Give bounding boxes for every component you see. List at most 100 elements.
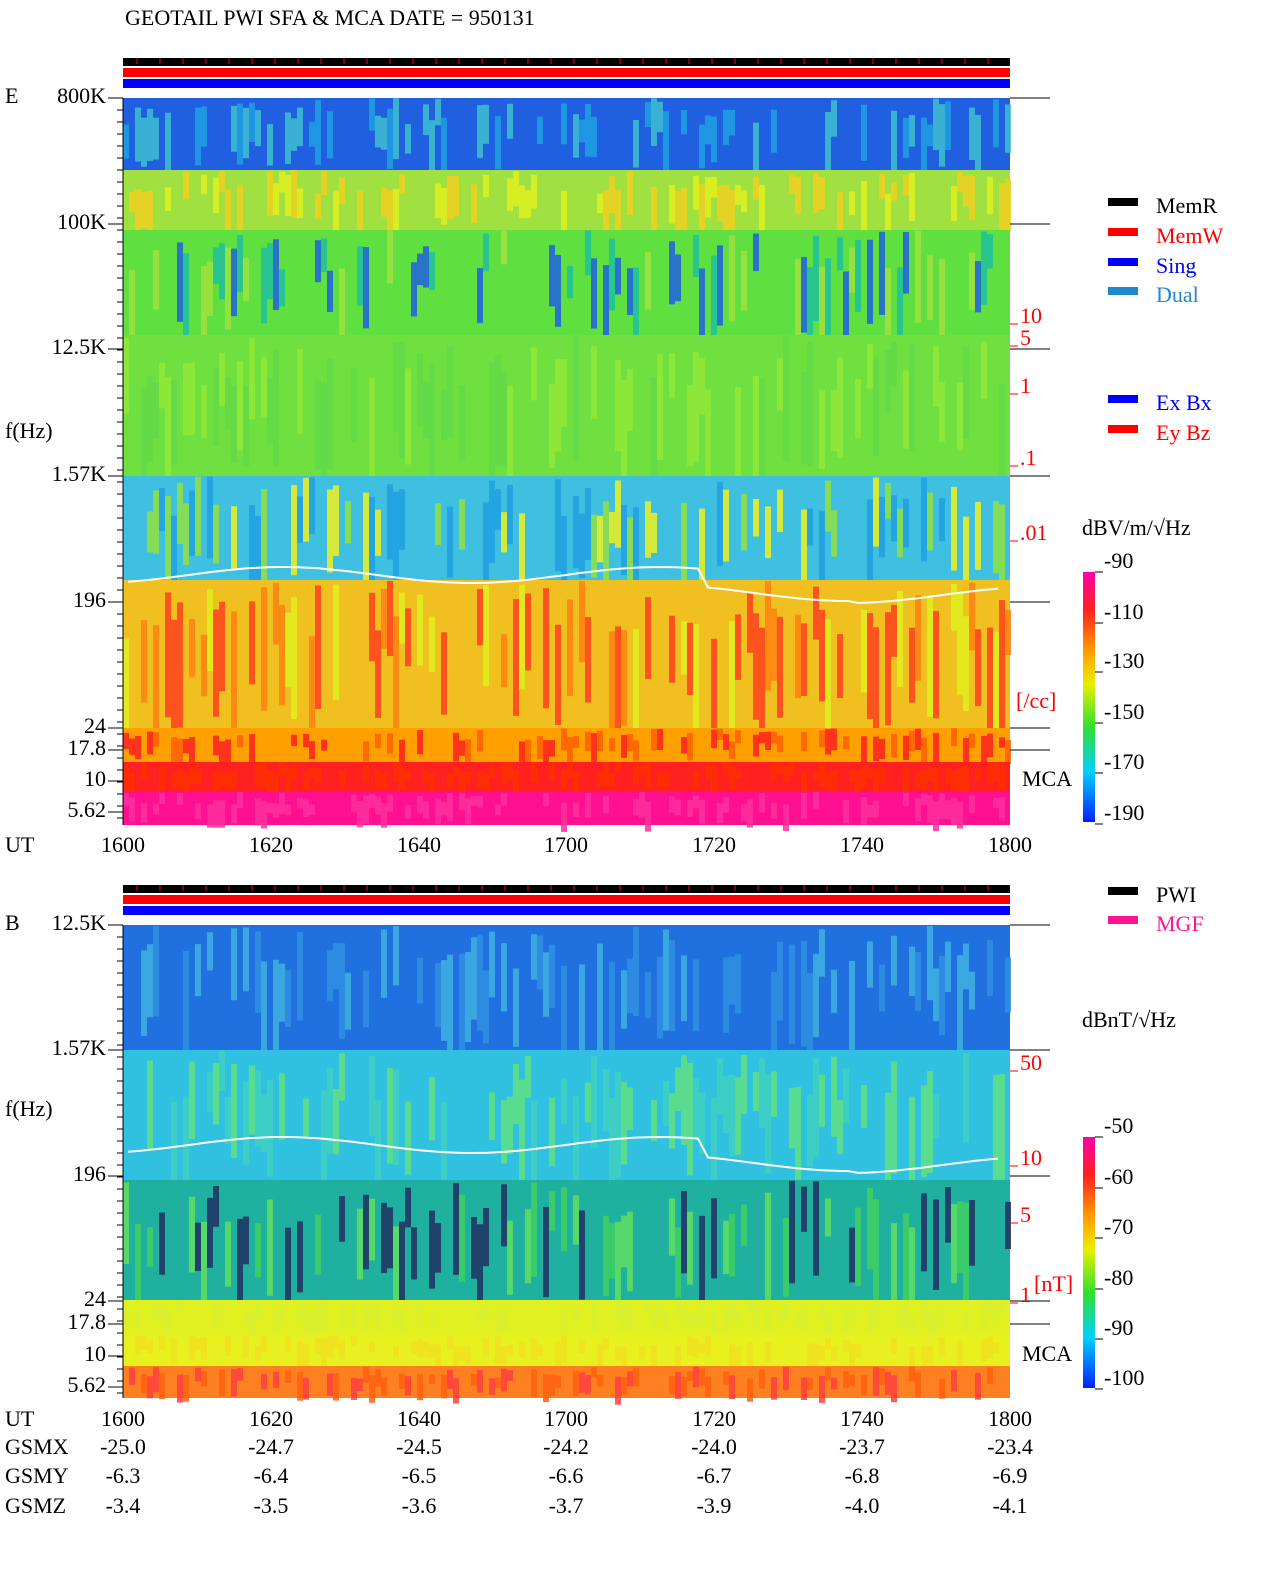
spectrogram [261,800,267,829]
spectrogram [813,953,819,1038]
spectrogram [159,488,165,531]
spectrogram [963,1202,969,1302]
y-tick-label: 5.62 [68,797,107,822]
orbit-value: -24.0 [691,1434,737,1459]
spectrogram [375,630,381,718]
spectrogram [669,615,675,683]
spectrogram [393,1346,399,1357]
spectrogram [507,763,513,781]
spectrogram [573,771,579,793]
spectrogram [789,1087,795,1149]
spectrogram [351,1335,357,1346]
spectrogram [519,741,525,768]
spectrogram [741,1204,747,1246]
spectrogram [489,764,495,778]
spectrogram [573,802,579,817]
spectrogram [861,765,867,788]
spectrogram [609,238,615,311]
spectrogram [339,1340,345,1360]
spectrogram [255,516,261,591]
spectrogram [723,1076,729,1134]
spectrogram [423,801,429,820]
spectrogram [423,380,429,439]
spectrogram [255,1223,261,1278]
spectrogram [831,769,837,796]
right-tick-label: 50 [1020,1050,1042,1075]
spectrogram [915,798,921,821]
mca-label: MCA [1022,766,1072,791]
x-axis-label: UT [5,1406,35,1431]
spectrogram [453,1183,459,1275]
spectrogram [537,935,543,990]
spectrogram [735,954,741,1014]
spectrogram [189,490,195,556]
spectrogram [273,1310,279,1336]
spectrogram [681,621,687,675]
spectrogram [747,1341,753,1369]
spectrogram [729,189,735,244]
spectrogram [711,1198,717,1279]
spectrogram [729,956,735,1005]
spectrogram [813,235,819,322]
spectrogram [975,1372,981,1400]
spectrogram [369,377,375,490]
spectrogram [759,184,765,231]
spectrogram [783,1366,789,1391]
spectrogram [909,173,915,222]
spectrogram [795,614,801,699]
spectrogram [399,342,405,459]
spectrogram [963,1312,969,1332]
spectrogram [555,359,561,452]
spectrogram [177,770,183,789]
spectrogram [693,1366,699,1388]
spectrogram [477,589,483,646]
spectrogram [519,1340,525,1358]
spectrogram [447,1369,453,1390]
spectrogram [627,368,633,431]
x-tick-label: 1740 [840,1406,884,1431]
spectrogram [213,247,219,284]
spectrogram [417,795,423,814]
spectrogram [921,477,927,562]
spectrogram [927,1311,933,1340]
spectrogram [789,944,795,1045]
spectrogram [645,763,651,788]
spectrogram [585,731,591,752]
spectrogram [285,970,291,1027]
spectrogram [303,799,309,817]
spectrogram [627,958,633,1014]
spectrogram [375,770,381,788]
spectrogram [687,1062,693,1176]
spectrogram [123,338,129,414]
spectrogram [621,1304,627,1330]
spectrogram [807,267,813,345]
spectrogram [657,354,663,461]
spectrogram [501,764,507,785]
spectrogram [471,1217,477,1279]
spectrogram [789,174,795,194]
spectrogram [807,1094,813,1167]
spectrogram [531,1369,537,1397]
legend-swatch [1108,228,1138,236]
spectrogram [963,516,969,604]
spectrogram [273,239,279,310]
spectrogram [243,257,249,302]
spectrogram [819,1074,825,1127]
spectrogram [333,1373,339,1401]
spectrogram [657,956,663,1039]
spectrogram [909,114,915,147]
spectrogram [741,1054,747,1115]
colorbar-tick-label: -90 [1104,548,1133,573]
spectrogram [219,741,225,766]
spectrogram [591,346,597,419]
spectrogram [801,792,807,820]
spectrogram [249,734,255,763]
spectrogram [495,489,501,530]
spectrogram [177,242,183,322]
spectrogram [885,350,891,414]
spectrogram [843,1340,849,1353]
spectrogram [675,1372,681,1399]
orbit-value: -6.8 [845,1463,880,1488]
spectrogram [327,1373,333,1396]
spectrogram [333,943,339,990]
